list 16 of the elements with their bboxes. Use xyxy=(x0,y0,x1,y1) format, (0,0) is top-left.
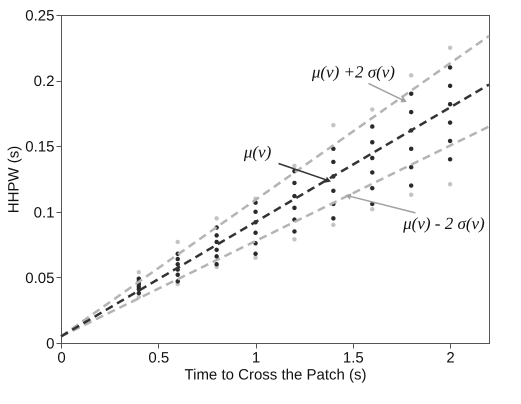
x-tick-label: 2 xyxy=(446,350,455,366)
y-tick-label: 0.05 xyxy=(25,270,54,287)
y-tick-label: 0.2 xyxy=(34,73,54,90)
y-tick-label: 0 xyxy=(46,336,54,352)
y-axis-title: HHPW (s) xyxy=(5,146,22,214)
x-tick-label: 0 xyxy=(57,350,66,366)
y-tick-label: 0.25 xyxy=(25,8,54,24)
y-tick-label: 0.15 xyxy=(25,138,54,156)
x-tick-label: 1 xyxy=(252,350,260,366)
x-axis-title: Time to Cross the Patch (s) xyxy=(184,366,366,384)
x-tick-label: 1.5 xyxy=(342,350,364,366)
y-tick-label: 0.1 xyxy=(34,204,54,222)
annotation: μ(v) xyxy=(242,142,272,162)
annotation: μ(v) - 2 σ(v) xyxy=(402,214,486,234)
x-tick-label: 0.5 xyxy=(148,350,170,366)
annotation: μ(v) +2 σ(v) xyxy=(310,62,396,82)
